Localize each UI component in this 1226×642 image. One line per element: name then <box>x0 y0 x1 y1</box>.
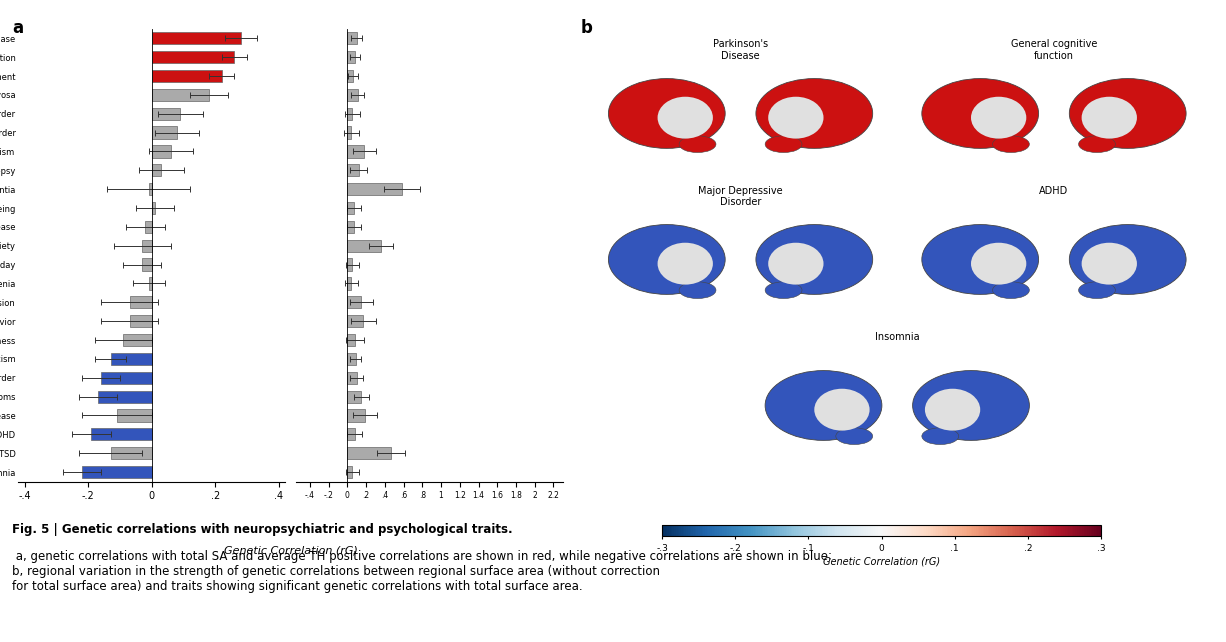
Bar <box>130 315 152 327</box>
Bar <box>347 164 359 177</box>
Text: a, genetic correlations with total SA and average TH positive correlations are s: a, genetic correlations with total SA an… <box>12 550 832 593</box>
Ellipse shape <box>608 225 726 295</box>
Ellipse shape <box>1081 243 1137 284</box>
Text: Major Depressive
Disorder: Major Depressive Disorder <box>699 186 783 207</box>
Bar <box>347 428 356 440</box>
Bar <box>152 51 234 64</box>
X-axis label: Genetic Correlation (rG): Genetic Correlation (rG) <box>823 557 940 567</box>
Bar <box>110 353 152 365</box>
Bar <box>152 70 222 82</box>
Bar <box>347 183 402 195</box>
Bar <box>152 89 208 101</box>
Bar <box>98 390 152 403</box>
Bar <box>116 410 152 422</box>
Ellipse shape <box>679 282 716 299</box>
Text: ADHD: ADHD <box>1040 186 1069 196</box>
Ellipse shape <box>1069 225 1186 295</box>
Ellipse shape <box>769 243 824 284</box>
Bar <box>152 126 178 139</box>
Ellipse shape <box>608 78 726 148</box>
Bar <box>347 89 358 101</box>
Bar <box>142 239 152 252</box>
Ellipse shape <box>912 370 1030 440</box>
Ellipse shape <box>814 389 869 431</box>
Bar <box>130 296 152 308</box>
Bar <box>347 372 357 384</box>
Bar <box>347 108 352 120</box>
Bar <box>152 32 240 44</box>
Text: General cognitive
function: General cognitive function <box>1010 40 1097 61</box>
Bar <box>347 296 362 308</box>
Bar <box>347 126 351 139</box>
Ellipse shape <box>756 78 873 148</box>
Ellipse shape <box>922 225 1038 295</box>
Bar <box>347 259 352 271</box>
Ellipse shape <box>922 78 1038 148</box>
Bar <box>347 239 381 252</box>
Bar <box>347 145 364 157</box>
Bar <box>152 108 180 120</box>
Ellipse shape <box>836 428 873 444</box>
Ellipse shape <box>679 136 716 153</box>
Ellipse shape <box>922 428 959 444</box>
Bar <box>347 315 363 327</box>
Ellipse shape <box>769 97 824 139</box>
Bar <box>347 447 391 459</box>
Text: a: a <box>12 19 23 37</box>
Ellipse shape <box>993 136 1030 153</box>
Bar <box>124 334 152 346</box>
Ellipse shape <box>971 243 1026 284</box>
Text: Insomnia: Insomnia <box>875 331 920 342</box>
Bar <box>347 221 354 233</box>
Ellipse shape <box>993 282 1030 299</box>
Bar <box>152 145 170 157</box>
Ellipse shape <box>924 389 981 431</box>
Ellipse shape <box>765 282 802 299</box>
Bar <box>101 372 152 384</box>
Ellipse shape <box>1079 136 1116 153</box>
Bar <box>347 51 356 64</box>
Ellipse shape <box>756 225 873 295</box>
Ellipse shape <box>657 243 712 284</box>
Bar <box>347 32 357 44</box>
Ellipse shape <box>971 97 1026 139</box>
Bar <box>142 259 152 271</box>
Bar <box>152 202 154 214</box>
Bar <box>347 70 353 82</box>
Bar <box>347 390 362 403</box>
Bar <box>347 353 356 365</box>
Ellipse shape <box>1069 78 1186 148</box>
Ellipse shape <box>1081 97 1137 139</box>
Ellipse shape <box>765 136 802 153</box>
Bar <box>92 428 152 440</box>
Bar <box>347 277 351 290</box>
Text: b: b <box>581 19 592 37</box>
Bar <box>82 466 152 478</box>
Bar <box>347 202 354 214</box>
Bar <box>146 221 152 233</box>
Bar <box>148 277 152 290</box>
Text: Genetic Correlation (rG): Genetic Correlation (rG) <box>223 546 358 556</box>
Bar <box>148 183 152 195</box>
Bar <box>347 466 352 478</box>
Bar <box>347 410 365 422</box>
Bar <box>110 447 152 459</box>
Ellipse shape <box>765 370 881 440</box>
Text: Parkinson's
Disease: Parkinson's Disease <box>714 40 769 61</box>
Ellipse shape <box>657 97 712 139</box>
Text: Fig. 5 | Genetic correlations with neuropsychiatric and psychological traits.: Fig. 5 | Genetic correlations with neuro… <box>12 523 512 536</box>
Ellipse shape <box>1079 282 1116 299</box>
Bar <box>152 164 162 177</box>
Bar <box>347 334 356 346</box>
